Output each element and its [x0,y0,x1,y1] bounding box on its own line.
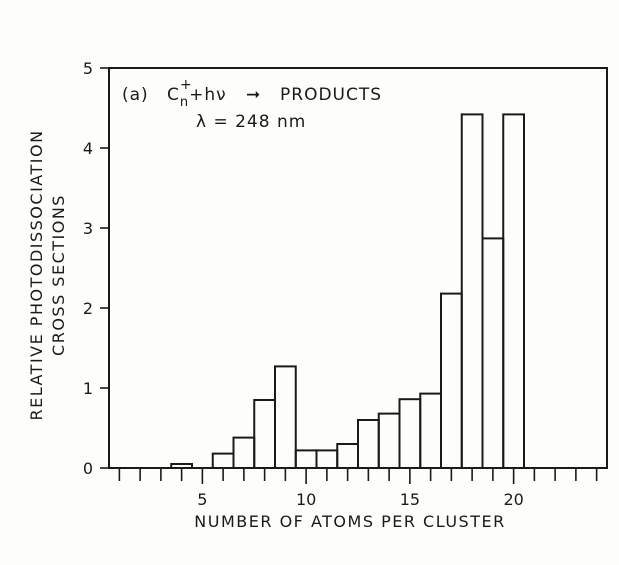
y-tick-label-3: 3 [83,219,93,238]
bar-n-18 [460,113,484,470]
x-axis-label: NUMBER OF ATOMS PER CLUSTER [194,512,505,531]
bars-group [170,113,525,470]
y-tick-label-2: 2 [83,299,93,318]
bar-n-13 [357,419,380,469]
reaction-arrow: ➞ [246,85,261,105]
bar-n-12 [336,443,359,469]
bar-n-19 [481,237,505,469]
bar-n-20 [502,113,525,470]
y-tick-label-5: 5 [83,59,93,78]
y-axis-label-line1: RELATIVE PHOTODISSOCIATION [27,129,46,420]
reaction-rest: +hν [189,85,227,105]
bar-n-14 [377,412,401,470]
bar-n-16 [419,392,442,470]
annotation-wavelength: λ = 248 nm [196,112,306,132]
bar-n-7 [232,436,256,470]
x-tick-label-15: 15 [400,490,420,509]
plot-frame [108,67,608,469]
reaction-superscript: + [180,77,193,93]
bar-n-8 [253,399,276,469]
reaction-products: PRODUCTS [280,85,382,105]
bar-n-6 [211,452,235,470]
reaction-species: C [167,85,180,105]
bar-n-10 [294,449,318,469]
bar-n-17 [440,292,463,469]
bar-n-11 [315,449,339,469]
y-tick-label-0: 0 [83,459,93,478]
annotation-label: (a) [122,85,149,105]
y-axis-label-line2: CROSS SECTIONS [49,194,68,356]
x-tick-label-20: 20 [503,490,523,509]
y-tick-label-4: 4 [83,139,93,158]
x-tick-label-5: 5 [197,490,207,509]
bar-n-9 [274,365,297,469]
bar-n-15 [398,398,422,470]
annotation-reaction: Cn+hν [167,85,227,110]
y-ticks-group: 0 1 2 3 4 5 [83,59,109,478]
x-tick-label-10: 10 [296,490,316,509]
bar-n-4 [170,463,193,469]
x-ticks-group: 5 10 15 20 [118,468,598,509]
reaction-subscript: n [180,95,189,110]
y-tick-label-1: 1 [83,379,93,398]
